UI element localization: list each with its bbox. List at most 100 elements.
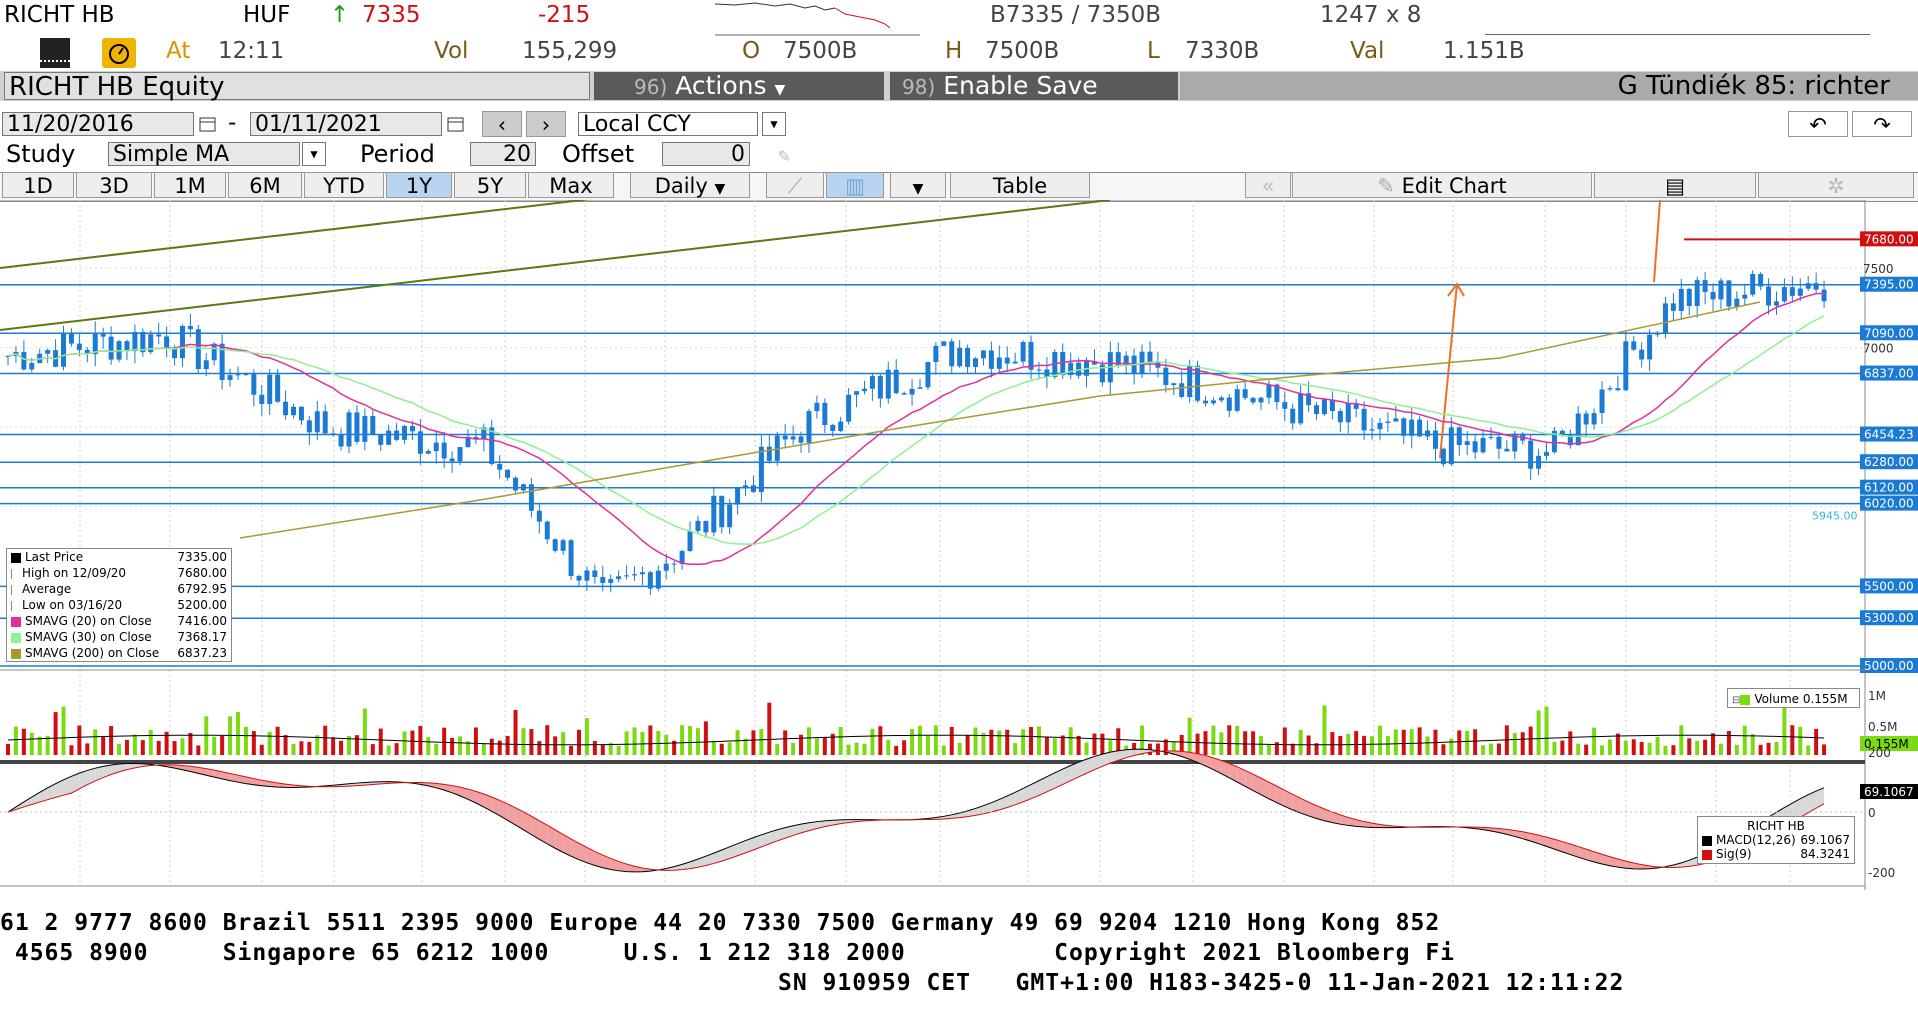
chevron-down-icon: ▼ <box>714 181 726 197</box>
volume-bar <box>61 706 66 755</box>
candle-body <box>647 572 653 589</box>
edit-chart-button[interactable]: ✎ Edit Chart <box>1292 172 1592 198</box>
candle-body <box>917 387 923 389</box>
volume-bar <box>1227 725 1232 755</box>
candle-body <box>790 436 796 440</box>
volume-bar <box>1560 740 1565 755</box>
macd-histogram <box>991 799 1000 812</box>
range-button-1d[interactable]: 1D <box>2 172 74 198</box>
macd-histogram <box>23 797 32 807</box>
calendar-icon[interactable] <box>446 114 466 134</box>
period-field[interactable]: 20 <box>470 142 536 167</box>
macd-histogram <box>198 767 207 776</box>
candle-body <box>560 540 566 551</box>
volume-value: 155,299 <box>522 38 618 64</box>
candle-body <box>1488 436 1494 438</box>
enable-save-button[interactable]: 98) Enable Save <box>890 72 1178 100</box>
price-chart[interactable]: 7680.00 7395.00 7090.00 6837.00 6454.23 6280.… <box>0 200 1918 890</box>
sma-line <box>7 315 1825 545</box>
study-select[interactable]: Simple MA <box>108 142 300 167</box>
candle-body <box>758 446 764 492</box>
range-button-1y[interactable]: 1Y <box>386 172 452 198</box>
macd-histogram <box>1015 788 1024 805</box>
security-field[interactable]: RICHT HB Equity <box>4 72 590 101</box>
volume-bar <box>1600 745 1605 755</box>
volume-bar <box>1512 733 1517 755</box>
range-button-ytd[interactable]: YTD <box>304 172 384 198</box>
volume-bar <box>497 740 502 755</box>
line-chart-icon[interactable]: ⟋ <box>766 172 824 198</box>
range-button-max[interactable]: Max <box>528 172 614 198</box>
price-tag-label: 6280.00 <box>1864 455 1914 469</box>
candle-body <box>957 347 963 367</box>
macd-histogram <box>793 824 802 836</box>
candle-body <box>1250 397 1256 403</box>
volume-average-line <box>7 734 1825 746</box>
volume-bar <box>1409 729 1414 755</box>
range-button-5y[interactable]: 5Y <box>454 172 526 198</box>
pencil-icon[interactable]: ✎ <box>778 143 791 167</box>
legend-label: SMAVG (20) on Close <box>25 614 152 628</box>
price-tag-label: 7680.00 <box>1864 232 1914 246</box>
undo-icon[interactable]: ↶ <box>1788 111 1848 137</box>
candle-body <box>1448 427 1454 465</box>
candle-body <box>409 426 415 432</box>
volume-bar <box>1243 731 1248 755</box>
calendar-icon[interactable] <box>198 114 218 134</box>
offset-field[interactable]: 0 <box>662 142 750 167</box>
volume-bar <box>1274 742 1279 755</box>
range-button-3d[interactable]: 3D <box>76 172 152 198</box>
volume-bar <box>941 745 946 755</box>
volume-bar <box>561 732 566 755</box>
range-button-1m[interactable]: 1M <box>154 172 226 198</box>
macd-histogram <box>531 816 540 840</box>
volume-bar <box>513 709 518 755</box>
price-tag <box>1860 325 1918 341</box>
chevron-down-icon[interactable]: ▼ <box>890 172 946 198</box>
volume-bar <box>1354 731 1359 755</box>
frequency-select[interactable]: Daily ▼ <box>630 172 750 198</box>
gear-icon[interactable]: ✲ <box>1758 172 1914 198</box>
table-button[interactable]: Table <box>950 172 1090 198</box>
chevron-down-icon[interactable]: ▼ <box>302 142 326 166</box>
currency-select[interactable]: Local CCY <box>578 112 758 137</box>
bar-chart-icon[interactable]: ▥ <box>826 172 884 198</box>
volume-bar <box>584 718 589 755</box>
candle-body <box>433 442 439 452</box>
next-period-button[interactable]: › <box>526 111 566 137</box>
candle-body <box>1377 422 1383 430</box>
candle-body <box>1393 418 1399 422</box>
date-to-field[interactable]: 01/11/2021 <box>250 112 442 137</box>
prev-period-button[interactable]: ‹ <box>482 111 522 137</box>
volume-bar <box>616 745 621 755</box>
volume-legend[interactable]: ⊟ Volume 0.155M <box>1727 688 1860 708</box>
screen-icon[interactable] <box>40 38 70 68</box>
candle-body <box>449 458 455 462</box>
x-tick-label: Feb 28 <box>60 889 100 890</box>
volume-bar <box>188 732 193 755</box>
candle-body <box>1417 419 1423 437</box>
candle-body <box>1567 434 1573 446</box>
date-from-field[interactable]: 11/20/2016 <box>2 112 194 137</box>
candle-body <box>933 345 939 362</box>
chevron-down-icon[interactable]: ▼ <box>762 112 786 136</box>
range-button-6m[interactable]: 6M <box>228 172 302 198</box>
actions-menu[interactable]: 96) Actions ▼ <box>594 72 884 100</box>
chart-settings-icon[interactable]: ▤ <box>1594 172 1756 198</box>
collapse-icon[interactable]: « <box>1245 172 1291 198</box>
macd-legend[interactable]: RICHT HB MACD(12,26) 69.1067 Sig(9) 84.324… <box>1697 816 1855 864</box>
volume-bar <box>870 728 875 755</box>
volume-bar <box>402 731 407 755</box>
redo-icon[interactable]: ↷ <box>1852 111 1912 137</box>
chart-legend[interactable]: Last Price 7335.00 High on 12/09/20 7680.00… <box>6 548 232 662</box>
macd-histogram <box>1609 856 1618 868</box>
macd-histogram <box>1308 802 1317 819</box>
volume-bar <box>949 726 954 755</box>
frequency-label: Daily <box>654 174 708 198</box>
candle-body <box>330 433 336 435</box>
volume-bar <box>354 735 359 755</box>
speedometer-icon[interactable] <box>102 38 136 68</box>
candle-body <box>1202 400 1208 404</box>
macd-histogram <box>1031 780 1039 799</box>
candle-body <box>243 373 249 375</box>
